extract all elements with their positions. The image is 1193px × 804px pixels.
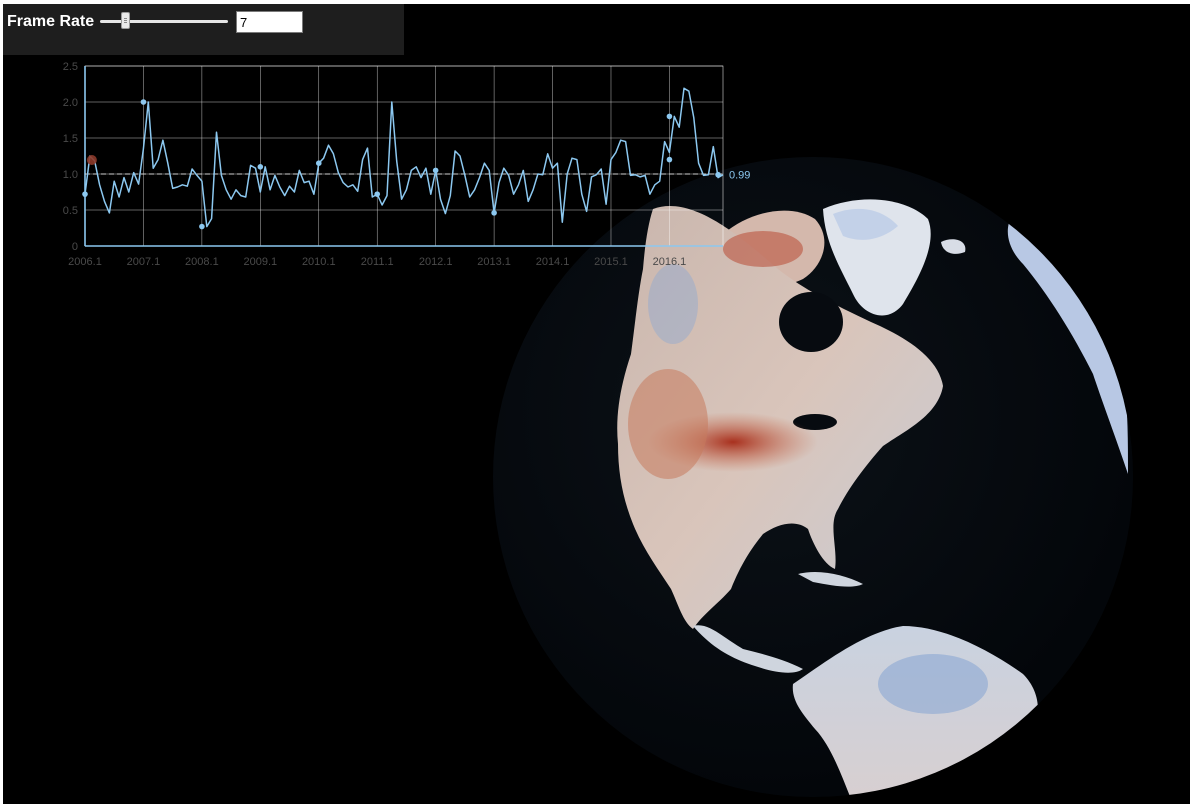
x-tick-label: 2006.1 bbox=[68, 256, 102, 268]
chart-annotations: 0.99 bbox=[86, 155, 750, 182]
y-tick-label: 1.5 bbox=[63, 133, 78, 145]
chart-x-tick-labels: 2006.1 2007.1 2008.1 2009.1 2010.1 2011.1 2012… bbox=[68, 256, 686, 268]
hudson-bay bbox=[779, 292, 843, 352]
series-line bbox=[84, 87, 724, 228]
y-tick-label: 1.0 bbox=[63, 169, 78, 181]
frame-rate-slider-handle[interactable] bbox=[121, 12, 131, 29]
x-tick-label: 2009.1 bbox=[244, 256, 278, 268]
chart-y-tick-labels: 0 0.5 1.0 1.5 2.0 2.5 bbox=[63, 61, 78, 253]
series-point bbox=[82, 191, 88, 197]
series-point bbox=[257, 164, 264, 170]
end-value-label: 0.99 bbox=[729, 170, 750, 182]
frame-rate-toolbar: Frame Rate bbox=[3, 4, 404, 55]
series-point bbox=[666, 156, 673, 163]
series-path bbox=[84, 87, 724, 228]
time-series-chart[interactable]: 0 0.5 1.0 1.5 2.0 2.5 2006.1 2007.1 2008.1 2009.… bbox=[3, 4, 763, 279]
series-point bbox=[140, 99, 147, 105]
warm-anomaly-arctic bbox=[723, 231, 803, 267]
europe-edge-landmass bbox=[1007, 214, 1128, 474]
frame-rate-input[interactable] bbox=[236, 11, 303, 33]
x-tick-label: 2013.1 bbox=[477, 256, 511, 268]
y-tick-label: 0 bbox=[72, 241, 78, 253]
y-tick-label: 2.0 bbox=[63, 97, 78, 109]
series-point bbox=[715, 171, 721, 178]
cool-anomaly-northwest bbox=[648, 264, 698, 344]
y-tick-label: 2.5 bbox=[63, 61, 78, 73]
series-point bbox=[199, 223, 205, 230]
visualization-canvas[interactable]: Frame Rate 0 0.5 1.0 1.5 2.0 2.5 2006.1 2007.1… bbox=[3, 4, 1190, 804]
series-point bbox=[666, 113, 673, 120]
frame-rate-label: Frame Rate bbox=[7, 13, 95, 30]
x-tick-label: 2007.1 bbox=[127, 256, 161, 268]
x-tick-label: 2015.1 bbox=[594, 256, 628, 268]
x-tick-label: 2016.1 bbox=[653, 256, 687, 268]
current-frame-marker bbox=[86, 155, 97, 165]
x-tick-label: 2010.1 bbox=[302, 256, 336, 268]
series-point bbox=[374, 191, 381, 197]
x-tick-label: 2011.1 bbox=[361, 256, 394, 268]
cool-anomaly-amazon bbox=[878, 654, 988, 714]
caribbean-islands bbox=[798, 572, 863, 587]
y-tick-label: 0.5 bbox=[63, 205, 78, 217]
greenland-anomaly bbox=[833, 208, 898, 240]
x-tick-label: 2012.1 bbox=[419, 256, 453, 268]
iceland-landmass bbox=[941, 239, 966, 254]
series-point bbox=[432, 167, 439, 174]
globe-map[interactable] bbox=[3, 4, 1190, 804]
frame-rate-slider[interactable] bbox=[100, 12, 228, 29]
series-marked-points bbox=[82, 99, 721, 230]
central-america-landmass bbox=[693, 625, 803, 673]
series-point bbox=[315, 160, 322, 166]
warm-anomaly-west bbox=[628, 369, 708, 479]
x-tick-label: 2008.1 bbox=[185, 256, 219, 268]
series-point bbox=[491, 210, 497, 216]
x-tick-label: 2014.1 bbox=[536, 256, 570, 268]
